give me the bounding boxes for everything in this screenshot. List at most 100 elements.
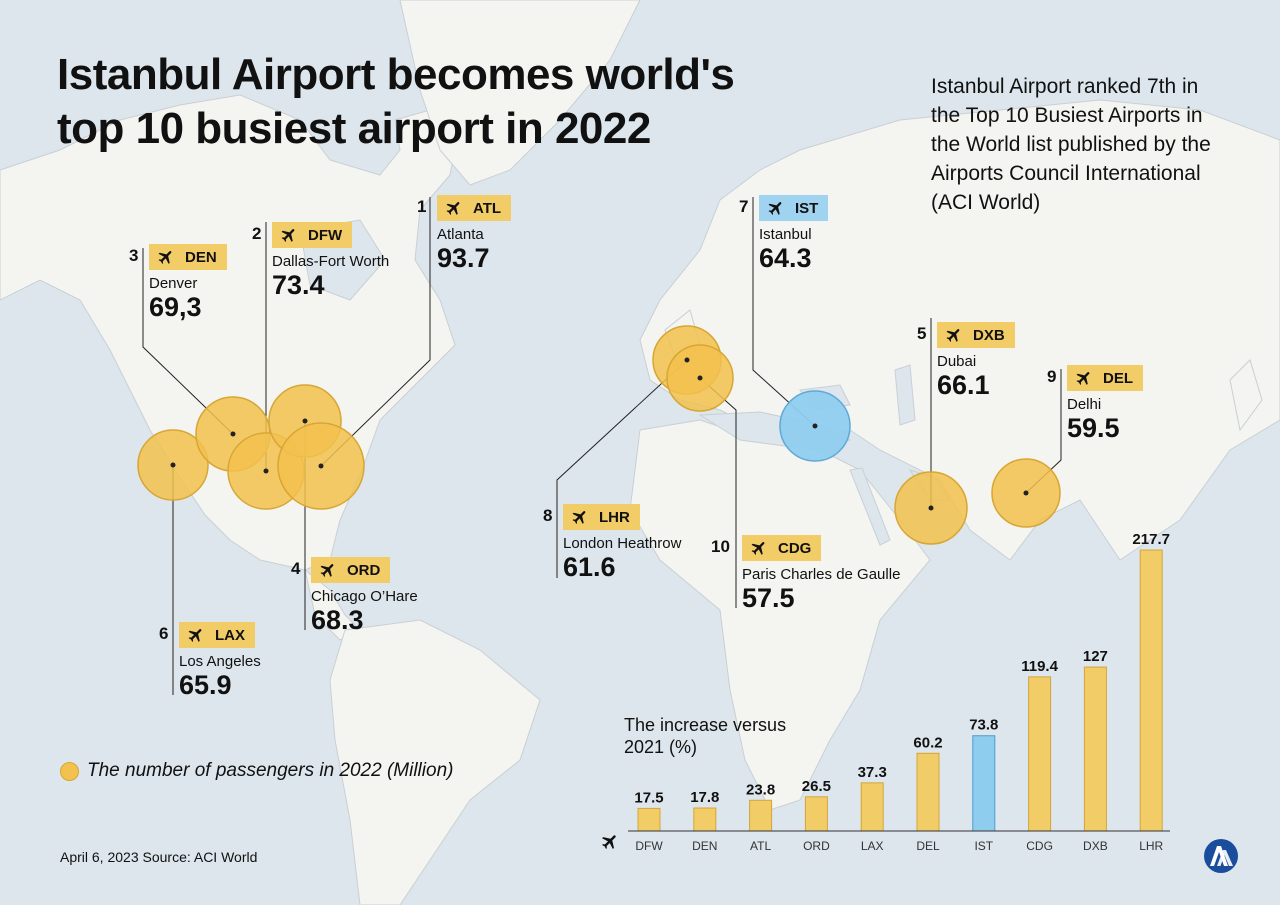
bar-dxb — [1083, 666, 1107, 832]
airport-code: CDG — [778, 539, 812, 557]
code-tag: DEL — [1067, 365, 1143, 391]
airport-code: DXB — [973, 326, 1005, 344]
plane-icon — [572, 511, 586, 524]
city-name: Atlanta — [437, 226, 484, 243]
airport-code: DEL — [1103, 369, 1133, 387]
plane-icon — [188, 629, 202, 642]
japan-landmass — [1229, 359, 1263, 432]
city-name: Chicago O’Hare — [311, 588, 418, 605]
passenger-value: 65.9 — [179, 670, 232, 700]
dot-atl — [318, 463, 324, 469]
rank-label: 4 — [291, 559, 301, 578]
bar-dfw — [637, 807, 661, 832]
city-name: Dallas-Fort Worth — [272, 253, 390, 270]
dot-dxb — [928, 505, 934, 511]
bar-value-label: 60.2 — [913, 734, 942, 751]
red-sea — [849, 467, 891, 546]
passenger-value: 64.3 — [759, 243, 812, 273]
callout-ist: 7 IST Istanbul 64.3 — [739, 195, 829, 273]
plane-icon — [1076, 372, 1090, 385]
leader-line-lhr — [556, 359, 688, 578]
bar-value-label: 127 — [1083, 648, 1108, 665]
category-label: DEL — [916, 839, 940, 853]
aa-logo-icon — [1204, 839, 1238, 873]
city-name: Delhi — [1067, 396, 1102, 413]
passenger-value: 61.6 — [563, 552, 616, 582]
callout-cdg: 10 CDG Paris Charles de Gaulle 57.5 — [711, 535, 901, 613]
code-tag: ORD — [311, 557, 391, 583]
city-name: Los Angeles — [179, 653, 261, 670]
bar-value-label: 17.8 — [690, 789, 719, 806]
plane-icon — [946, 329, 960, 342]
passenger-value: 69,3 — [149, 292, 202, 322]
rank-label: 8 — [543, 506, 553, 525]
code-tag: DEN — [149, 244, 227, 270]
bar-lhr — [1139, 549, 1163, 832]
bar-den — [693, 807, 717, 832]
code-tag: LHR — [563, 504, 640, 530]
airport-code: ATL — [473, 199, 502, 217]
callout-lax: 6 LAX Los Angeles 65.9 — [159, 622, 261, 700]
leader-line-atl — [320, 197, 431, 467]
code-tag: IST — [759, 195, 829, 221]
airport-code: LHR — [599, 508, 630, 526]
bar-value-label: 73.8 — [969, 717, 998, 734]
bar-value-label: 26.5 — [802, 778, 831, 795]
caspian-sea — [894, 364, 916, 426]
category-label: ATL — [750, 839, 771, 853]
plane-icon — [320, 564, 334, 577]
category-label: IST — [974, 839, 993, 853]
title-line-1: Istanbul Airport becomes world's — [57, 50, 735, 99]
plane-icon — [281, 229, 295, 242]
category-label: CDG — [1026, 839, 1053, 853]
rank-label: 6 — [159, 624, 169, 643]
dot-del — [1023, 490, 1029, 496]
dot-den — [230, 431, 236, 437]
dot-dfw — [263, 468, 269, 474]
bar-ord — [804, 796, 828, 832]
leader-line-den — [142, 248, 234, 435]
category-label: DFW — [635, 839, 663, 853]
plane-icon — [446, 202, 460, 215]
legend: The number of passengers in 2022 (Millio… — [60, 760, 453, 782]
rank-label: 2 — [252, 224, 262, 243]
category-label: ORD — [803, 839, 830, 853]
callout-del: 9 DEL Delhi 59.5 — [1047, 365, 1143, 443]
bar-del — [916, 752, 940, 832]
plane-icon — [158, 251, 172, 264]
callout-lhr: 8 LHR London Heathrow 61.6 — [543, 504, 682, 582]
footer-source: April 6, 2023 Source: ACI World — [60, 849, 258, 865]
bar-value-label: 23.8 — [746, 781, 775, 798]
bar-cdg — [1028, 676, 1052, 832]
city-name: Dubai — [937, 353, 977, 370]
category-label: LAX — [861, 839, 884, 853]
greenland-landmass — [399, 0, 641, 186]
city-name: London Heathrow — [563, 535, 682, 552]
rank-label: 3 — [129, 246, 139, 265]
dot-lhr — [684, 357, 690, 363]
plane-icon — [751, 542, 765, 555]
rank-label: 9 — [1047, 367, 1057, 386]
bar-value-label: 17.5 — [634, 789, 663, 806]
bar-atl — [749, 799, 773, 832]
rank-label: 7 — [739, 197, 749, 216]
bar-value-label: 37.3 — [858, 764, 887, 781]
code-tag: DFW — [272, 222, 353, 248]
title-line-2: top 10 busiest airport in 2022 — [57, 104, 651, 153]
callout-ord: 4 ORD Chicago O’Hare 68.3 — [291, 557, 418, 635]
city-name: Denver — [149, 275, 198, 292]
plane-icon — [602, 835, 616, 849]
legend-bubble-icon — [60, 761, 79, 781]
category-label: LHR — [1139, 839, 1163, 853]
dot-cdg — [697, 375, 703, 381]
rank-label: 1 — [417, 197, 427, 216]
passenger-value: 68.3 — [311, 605, 364, 635]
dot-lax — [170, 462, 176, 468]
bar-value-label: 119.4 — [1021, 658, 1058, 675]
code-tag: LAX — [179, 622, 255, 648]
legend-label: The number of passengers in 2022 (Millio… — [87, 760, 454, 781]
city-name: Paris Charles de Gaulle — [742, 566, 901, 583]
airport-code: DFW — [308, 226, 343, 244]
airport-code: DEN — [185, 248, 217, 266]
